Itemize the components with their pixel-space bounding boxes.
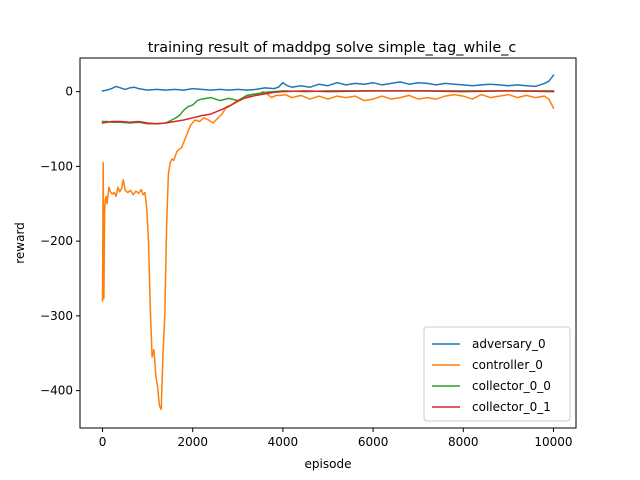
series-line-collector-0-1 <box>101 90 555 125</box>
x-tick-label: 8000 <box>448 435 479 449</box>
x-tick-label: 4000 <box>268 435 299 449</box>
legend-label: controller_0 <box>472 358 543 372</box>
series-line-adversary-0 <box>101 74 555 92</box>
y-tick-label: −200 <box>40 234 73 248</box>
x-tick-label: 0 <box>99 435 107 449</box>
x-tick-label: 2000 <box>177 435 208 449</box>
y-tick-label: 0 <box>65 85 73 99</box>
plot-frame <box>79 57 577 429</box>
y-axis-label: reward <box>13 222 27 264</box>
legend-label: adversary_0 <box>472 337 546 351</box>
legend: adversary_0 controller_0 collector_0_0coll… <box>423 326 571 422</box>
series-line-controller-0 <box>101 90 555 411</box>
legend-label: collector_0_1 <box>472 400 551 414</box>
y-tick-label: −100 <box>40 159 73 173</box>
legend-label: collector_0_0 <box>472 379 551 393</box>
chart-title: training result of maddpg solve simple_t… <box>148 40 517 56</box>
x-tick-label: 10000 <box>534 435 572 449</box>
y-tick-label: −300 <box>40 309 73 323</box>
x-axis-ticks: 0 2000 4000 6000 8000 10000 <box>99 428 573 449</box>
x-tick-label: 6000 <box>358 435 389 449</box>
x-axis-label: episode <box>305 457 352 471</box>
series-layer <box>101 74 555 411</box>
y-tick-label: −400 <box>40 384 73 398</box>
legend-box <box>423 326 571 422</box>
y-axis-ticks: −400 −300 −200 −100 0 <box>40 85 80 398</box>
